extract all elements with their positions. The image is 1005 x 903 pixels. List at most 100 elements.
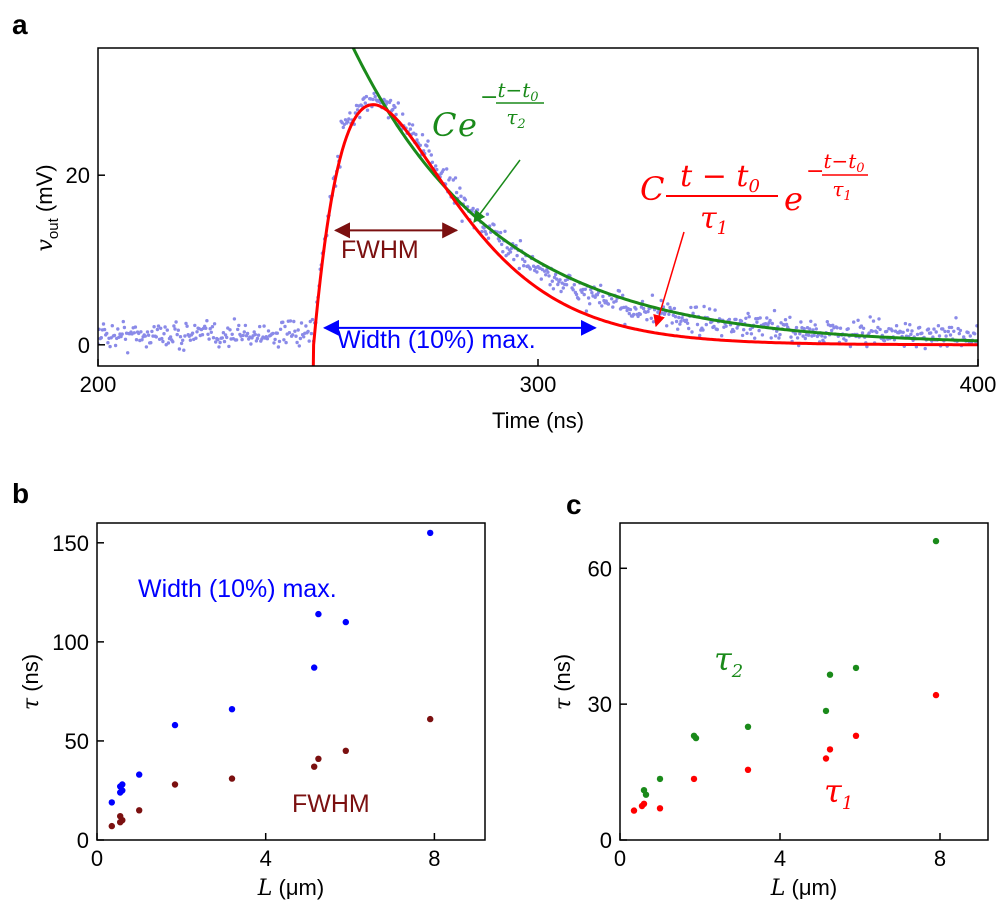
a-data-point: [310, 317, 315, 322]
a-data-point: [742, 328, 746, 332]
a-data-point: [194, 336, 198, 340]
a-data-point: [678, 322, 682, 326]
a-data-point: [512, 257, 516, 262]
a-data-point: [205, 319, 209, 323]
b-x-ticks: 0 4 8: [91, 833, 441, 871]
a-data-point: [168, 335, 173, 339]
panel-b-point-series-1: [315, 755, 322, 762]
a-data-point: [520, 257, 525, 261]
panel-label-a: a: [12, 9, 28, 40]
x-tick-label: 4: [774, 846, 786, 871]
panel-b-point-series-1: [311, 763, 318, 770]
a-data-point: [636, 314, 640, 319]
a-green-formula: C e − t−t0 τ2: [432, 78, 544, 144]
a-data-point: [252, 330, 256, 334]
a-data-point: [501, 250, 505, 254]
a-data-point: [358, 115, 362, 120]
a-data-point: [249, 342, 253, 346]
a-data-point: [160, 336, 164, 341]
a-data-point: [295, 340, 299, 345]
a-data-point: [262, 324, 266, 328]
a-data-point: [926, 327, 931, 331]
panel-a: 200 300 400 0 20 Time (ns) vout (mV) FWHM W…: [32, 47, 996, 433]
a-data-point: [649, 316, 653, 320]
a-data-point: [364, 94, 369, 99]
a-data-point: [793, 332, 798, 336]
a-data-point: [551, 287, 556, 291]
a-data-point: [860, 331, 865, 335]
c-points: [630, 537, 940, 814]
a-data-point: [110, 324, 115, 328]
a-data-point: [146, 333, 151, 337]
a-data-point: [590, 291, 594, 295]
a-data-point: [778, 332, 782, 337]
a-data-point: [108, 344, 112, 349]
a-data-point: [868, 315, 872, 319]
a-data-point: [943, 329, 947, 334]
a-data-point: [614, 299, 618, 303]
a-data-point: [632, 312, 636, 317]
x-tick-label: 8: [934, 846, 946, 871]
a-data-point: [611, 305, 615, 309]
a-data-point: [583, 287, 587, 291]
a-data-point: [949, 325, 954, 330]
panel-b-point-series-0: [171, 721, 179, 729]
panel-label-b: b: [12, 478, 29, 509]
a-data-point: [582, 292, 586, 297]
a-data-point: [634, 307, 638, 311]
a-data-point: [522, 264, 526, 268]
a-data-point: [820, 334, 824, 338]
a-data-point: [236, 327, 240, 332]
a-data-point: [757, 328, 761, 333]
a-data-point: [172, 324, 176, 328]
panel-c-point-series-0: [852, 664, 860, 672]
svg-text:t − t0: t − t0: [680, 159, 760, 197]
x-tick-label: 0: [91, 846, 103, 871]
a-data-point: [674, 319, 679, 324]
a-data-point: [429, 153, 433, 157]
a-data-point: [749, 332, 754, 336]
a-data-point: [665, 324, 669, 328]
a-data-point: [341, 125, 345, 130]
a-data-point: [934, 330, 938, 334]
a-data-point: [651, 320, 656, 324]
a-data-point: [206, 332, 210, 336]
a-data-point: [253, 332, 257, 337]
panel-b-point-series-0: [427, 529, 434, 537]
a-data-point: [937, 334, 942, 338]
a-data-point: [670, 321, 674, 325]
c-y-ticks: 0 30 60: [588, 556, 627, 853]
a-data-point: [165, 328, 169, 332]
a-data-point: [178, 335, 183, 339]
panel-label-c: c: [566, 489, 582, 520]
a-data-point: [336, 154, 340, 159]
a-data-point: [204, 326, 208, 330]
a-data-point: [555, 277, 559, 281]
a-data-point: [291, 333, 295, 337]
a-data-point: [586, 296, 591, 300]
a-data-point: [882, 339, 887, 343]
a-data-point: [559, 289, 563, 294]
a-data-point: [861, 326, 866, 330]
a-data-point: [221, 331, 226, 335]
c-series-label-tau2: τ2: [714, 640, 743, 682]
a-data-point: [386, 116, 391, 120]
svg-text:t−t0: t−t0: [823, 149, 864, 176]
svg-text:τ2: τ2: [506, 105, 525, 132]
svg-text:τ1: τ1: [832, 177, 851, 204]
a-data-point: [152, 325, 156, 329]
a-data-point: [256, 333, 261, 337]
a-data-point: [245, 331, 250, 336]
panel-c-point-series-1: [656, 805, 664, 812]
a-data-point: [266, 329, 271, 333]
a-data-point: [113, 343, 118, 348]
a-data-point: [195, 330, 199, 334]
panel-c-point-series-0: [642, 791, 650, 798]
a-data-point: [910, 329, 914, 333]
a-data-point: [695, 322, 700, 327]
a-data-point: [276, 345, 281, 349]
a-red-pointer: [653, 231, 685, 328]
a-data-point: [852, 320, 856, 324]
a-data-point: [218, 340, 222, 345]
a-data-point: [944, 334, 948, 338]
